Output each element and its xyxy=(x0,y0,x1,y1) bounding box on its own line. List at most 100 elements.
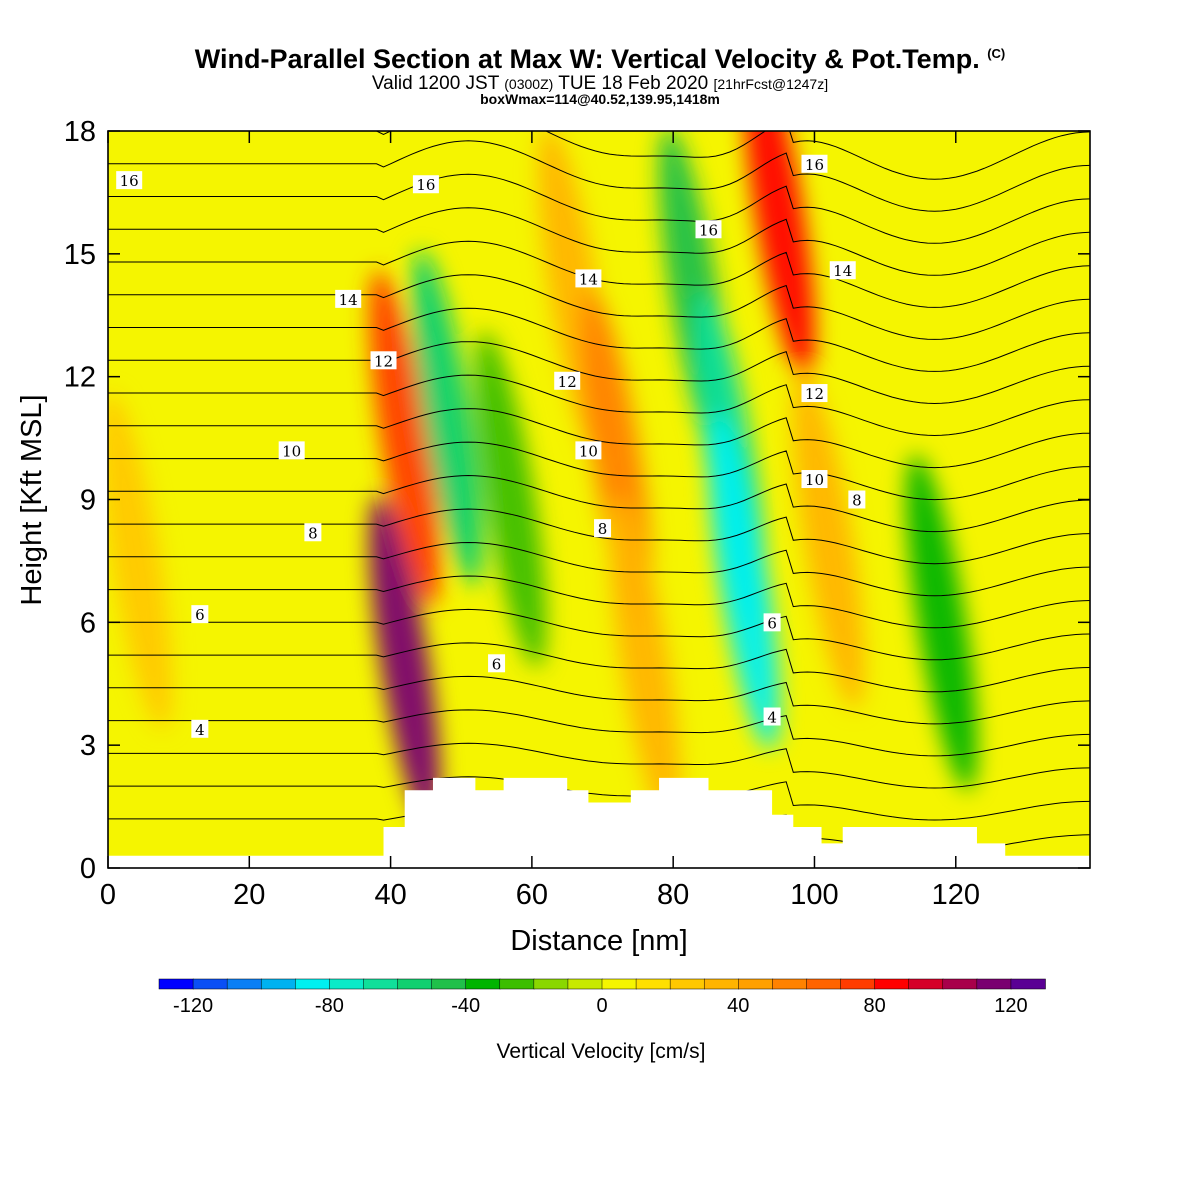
y-tick-label: 6 xyxy=(80,607,96,639)
colorbar-tick-label: -40 xyxy=(451,995,480,1017)
contour-label: 6 xyxy=(763,613,781,632)
theta-contour-6 xyxy=(108,608,1090,661)
contour-label: 10 xyxy=(278,441,305,460)
y-tick-label: 18 xyxy=(64,116,96,148)
contour-label: 8 xyxy=(848,490,866,510)
svg-text:10: 10 xyxy=(282,442,301,460)
x-tick-label: 40 xyxy=(374,879,406,911)
colorbar-swatch xyxy=(1010,978,1046,990)
velocity-band-12 xyxy=(792,372,865,709)
colorbar-swatch xyxy=(226,978,262,990)
contour-label: 14 xyxy=(335,289,362,309)
contour-label: 12 xyxy=(370,351,397,370)
theta-contour-8 xyxy=(108,541,1090,597)
colorbar-swatch xyxy=(601,978,637,990)
x-axis: 0 20 40 60 80 100 120 xyxy=(100,131,980,911)
theta-contour-18 xyxy=(108,207,1090,276)
y-tick-label: 0 xyxy=(80,853,96,885)
svg-text:4: 4 xyxy=(767,709,777,727)
contour-label: 16 xyxy=(695,220,722,239)
chart-title: Wind-Parallel Section at Max W: Vertical… xyxy=(194,44,1006,74)
velocity-band-7 xyxy=(609,495,681,832)
colorbar: -120 -80 -40 0 40 80 120 xyxy=(158,978,1046,1017)
colorbar-swatch xyxy=(772,978,808,990)
colorbar-swatch xyxy=(533,978,569,990)
contour-label: 16 xyxy=(412,175,439,194)
colorbar-swatch xyxy=(397,978,433,990)
x-axis-label: Distance [nm] xyxy=(510,925,687,957)
contour-label: 6 xyxy=(488,654,506,673)
svg-text:6: 6 xyxy=(195,606,205,624)
velocity-bands xyxy=(108,131,978,832)
colorbar-tick-label: -120 xyxy=(173,995,213,1017)
contour-label: 16 xyxy=(801,154,828,174)
theta-contour-2 xyxy=(108,742,1090,789)
x-tick-label: 60 xyxy=(516,879,548,911)
svg-text:6: 6 xyxy=(767,614,777,632)
theta-contour-19 xyxy=(108,173,1090,244)
theta-contour-15 xyxy=(108,307,1090,372)
x-tick-label: 0 xyxy=(100,879,116,911)
contour-label: 10 xyxy=(801,470,828,489)
colorbar-swatch xyxy=(363,978,399,990)
x-tick-label: 100 xyxy=(790,879,838,911)
velocity-band-13 xyxy=(906,454,978,791)
theta-contour-13 xyxy=(108,374,1090,437)
contour-label: 4 xyxy=(191,719,209,739)
svg-text:12: 12 xyxy=(558,373,577,391)
colorbar-swatch xyxy=(635,978,671,990)
svg-text:4: 4 xyxy=(195,721,205,739)
theta-contour-1 xyxy=(108,776,1090,821)
colorbar-swatch xyxy=(499,978,535,990)
theta-contour-10 xyxy=(108,474,1090,533)
colorbar-swatch xyxy=(192,978,228,990)
velocity-band-0 xyxy=(108,392,172,729)
contour-labels: 4 6 8 10 12 14 16 6 8 10 12 14 16 16 4 6 8 10 12 14 16 xyxy=(116,154,866,739)
svg-text:16: 16 xyxy=(699,221,718,239)
svg-text:16: 16 xyxy=(120,172,139,190)
theta-contour-7 xyxy=(108,575,1090,629)
theta-contour-11 xyxy=(108,441,1090,501)
x-tick-label: 80 xyxy=(657,879,689,911)
colorbar-label: Vertical Velocity [cm/s] xyxy=(497,1040,706,1063)
chart-subtitle-box-wmax: boxWmax=114@40.52,139.95,1418m xyxy=(480,91,720,107)
y-axis-label: Height [Kft MSL] xyxy=(16,394,48,605)
terrain xyxy=(108,777,1090,868)
contour-label: 16 xyxy=(116,171,143,190)
theta-contour-4 xyxy=(108,675,1090,725)
contour-label: 10 xyxy=(575,441,602,460)
terrain-shape xyxy=(108,777,1090,868)
x-tick-label: 20 xyxy=(233,879,265,911)
y-tick-label: 3 xyxy=(80,730,96,762)
colorbar-swatch xyxy=(703,978,740,990)
contour-label: 8 xyxy=(304,523,322,542)
contour-label: 12 xyxy=(801,384,828,403)
y-axis: 0 3 6 9 12 15 18 xyxy=(64,116,1090,885)
contour-label: 8 xyxy=(594,519,612,538)
theta-contour-3 xyxy=(108,709,1090,757)
colorbar-swatch xyxy=(806,978,842,990)
contour-label: 12 xyxy=(554,371,581,391)
colorbar-swatch xyxy=(840,978,876,990)
y-tick-label: 15 xyxy=(64,239,96,271)
chart-subtitle: Valid 1200 JST (0300Z) TUE 18 Feb 2020 [… xyxy=(371,73,829,94)
svg-text:8: 8 xyxy=(598,520,608,538)
theta-contour-12 xyxy=(108,408,1090,469)
velocity-band-3 xyxy=(411,249,483,586)
x-tick-label: 120 xyxy=(932,879,980,911)
colorbar-swatch xyxy=(976,978,1012,990)
svg-text:12: 12 xyxy=(374,352,393,370)
contour-label: 4 xyxy=(763,707,781,727)
colorbar-swatch xyxy=(431,978,467,990)
colorbar-swatch xyxy=(567,978,603,990)
svg-text:10: 10 xyxy=(805,471,824,489)
velocity-band-11 xyxy=(743,131,815,381)
contour-label: 6 xyxy=(191,605,209,624)
colorbar-swatch xyxy=(295,978,331,990)
colorbar-swatch xyxy=(942,978,978,990)
svg-text:16: 16 xyxy=(416,176,435,194)
theta-contour-9 xyxy=(108,508,1090,565)
svg-text:14: 14 xyxy=(833,262,852,280)
colorbar-swatch xyxy=(158,978,194,990)
